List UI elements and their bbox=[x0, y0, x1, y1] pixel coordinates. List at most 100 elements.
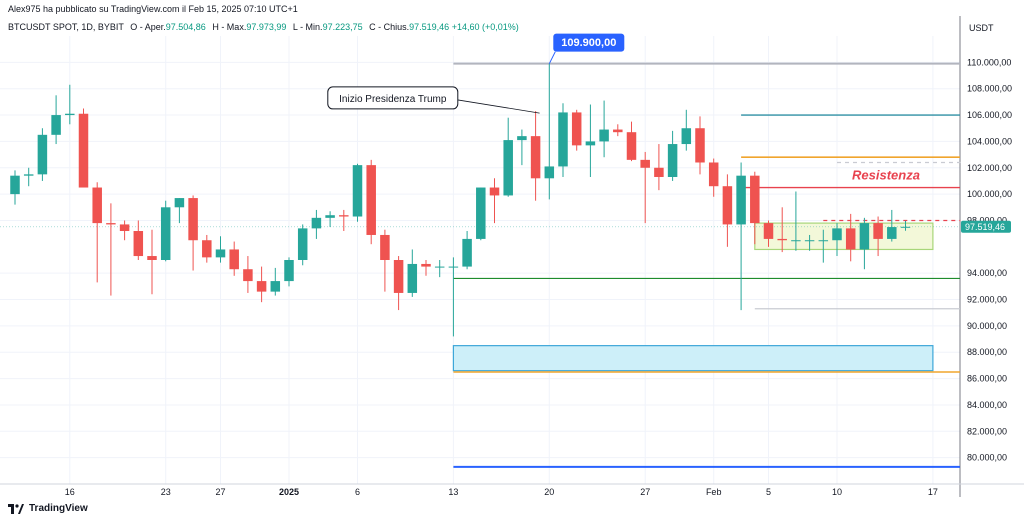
time-tick-label: 27 bbox=[215, 487, 225, 497]
candle-body bbox=[160, 207, 171, 260]
change-value: +14,60 (+0,01%) bbox=[451, 22, 519, 32]
price-tick-label: 106.000,00 bbox=[967, 110, 1012, 120]
high-label: H - Max. bbox=[212, 22, 247, 32]
candle-body bbox=[558, 112, 568, 167]
price-tick-label: 108.000,00 bbox=[967, 84, 1012, 94]
price-tick-label: 98.000,00 bbox=[967, 215, 1007, 225]
candle-body bbox=[777, 238, 787, 241]
candle-body bbox=[78, 113, 89, 188]
candle-body bbox=[215, 249, 226, 258]
symbol-label[interactable]: BTCUSDT SPOT, 1D, BYBIT bbox=[8, 22, 124, 32]
time-tick-label: 16 bbox=[65, 487, 75, 497]
price-tick-label: 88.000,00 bbox=[967, 347, 1007, 357]
candle-body bbox=[92, 187, 102, 224]
candle-body bbox=[544, 166, 555, 179]
candle-body bbox=[393, 260, 404, 293]
candle-body bbox=[407, 263, 418, 293]
candle-body bbox=[585, 141, 596, 146]
candle-body bbox=[613, 129, 623, 133]
candle-body bbox=[65, 113, 75, 116]
ohlc-legend: BTCUSDT SPOT, 1D, BYBIT O - Aper.97.504,… bbox=[8, 22, 519, 32]
candle-body bbox=[626, 132, 637, 160]
candle-body bbox=[763, 223, 774, 239]
candle-body bbox=[256, 281, 267, 292]
low-value: 97.223,75 bbox=[322, 22, 363, 32]
last-price-tag bbox=[961, 220, 1011, 233]
candle-body bbox=[462, 238, 472, 267]
candle-body bbox=[311, 217, 322, 229]
demand-zone bbox=[452, 345, 934, 372]
annotation-box bbox=[327, 86, 459, 110]
candle-body bbox=[873, 223, 883, 239]
candle-body bbox=[106, 223, 116, 225]
candle-body bbox=[517, 136, 527, 141]
candle-body bbox=[188, 198, 198, 241]
close-label: C - Chius. bbox=[369, 22, 410, 32]
candle-body bbox=[859, 223, 870, 250]
time-tick-label: 5 bbox=[766, 487, 771, 497]
callout-label: 109.900,00 bbox=[561, 37, 616, 49]
candle-body bbox=[845, 228, 856, 250]
candle-body bbox=[695, 128, 705, 163]
open-value: 97.504,86 bbox=[165, 22, 206, 32]
candle-body bbox=[571, 112, 582, 146]
price-tick-label: 90.000,00 bbox=[967, 321, 1007, 331]
annotation-pointer bbox=[457, 99, 540, 114]
candle-body bbox=[37, 134, 48, 175]
price-tick-label: 82.000,00 bbox=[967, 426, 1007, 436]
candle-body bbox=[654, 167, 664, 177]
time-tick-label: 2025 bbox=[279, 487, 299, 497]
price-tick-label: 102.000,00 bbox=[967, 163, 1012, 173]
candle-body bbox=[270, 281, 281, 292]
candle-body bbox=[887, 227, 897, 239]
time-tick-label: 10 bbox=[832, 487, 842, 497]
candle-body bbox=[708, 162, 719, 187]
candle-body bbox=[804, 240, 815, 242]
price-tick-label: 100.000,00 bbox=[967, 189, 1012, 199]
candle-body bbox=[380, 234, 390, 260]
callout-pointer bbox=[548, 51, 556, 64]
last-price-label: 97.519,46 bbox=[965, 222, 1005, 232]
candle-body bbox=[667, 144, 678, 177]
time-tick-label: 27 bbox=[640, 487, 650, 497]
published-info: Alex975 ha pubblicato su TradingView.com… bbox=[8, 4, 298, 14]
candle-body bbox=[51, 115, 61, 135]
candle-body bbox=[530, 136, 541, 179]
candle-body bbox=[736, 175, 746, 225]
resistance-label: Resistenza bbox=[852, 168, 920, 183]
price-tick-label: 84.000,00 bbox=[967, 400, 1007, 410]
candle-body bbox=[366, 165, 376, 235]
open-label: O - Aper. bbox=[130, 22, 166, 32]
time-tick-label: 20 bbox=[544, 487, 554, 497]
candle-body bbox=[681, 128, 692, 145]
candle-body bbox=[147, 256, 157, 260]
candle-body bbox=[339, 215, 349, 217]
candle-body bbox=[900, 226, 911, 228]
candle-body bbox=[489, 187, 500, 196]
candle-body bbox=[297, 228, 308, 260]
price-tick-label: 80.000,00 bbox=[967, 453, 1007, 463]
price-tick-label: 94.000,00 bbox=[967, 268, 1007, 278]
callout-box bbox=[553, 33, 625, 52]
candle-body bbox=[640, 159, 650, 168]
price-tick-label: 86.000,00 bbox=[967, 374, 1007, 384]
time-tick-label: 13 bbox=[448, 487, 458, 497]
time-tick-label: 17 bbox=[928, 487, 938, 497]
candle-body bbox=[503, 140, 513, 196]
candle-body bbox=[10, 175, 20, 195]
candle-body bbox=[229, 249, 239, 270]
candle-body bbox=[174, 198, 185, 208]
tradingview-logo-icon bbox=[8, 503, 24, 514]
candle-body bbox=[202, 240, 212, 258]
candle-body bbox=[325, 215, 335, 218]
candle-body bbox=[722, 186, 733, 225]
price-tick-label: 92.000,00 bbox=[967, 295, 1007, 305]
low-label: L - Min. bbox=[292, 22, 323, 32]
candle-body bbox=[599, 129, 609, 142]
high-value: 97.973,99 bbox=[246, 22, 287, 32]
brand-label[interactable]: TradingView bbox=[29, 503, 88, 514]
candle-body bbox=[818, 240, 829, 242]
time-tick-label: 6 bbox=[355, 487, 360, 497]
price-tick-label: 104.000,00 bbox=[967, 136, 1012, 146]
